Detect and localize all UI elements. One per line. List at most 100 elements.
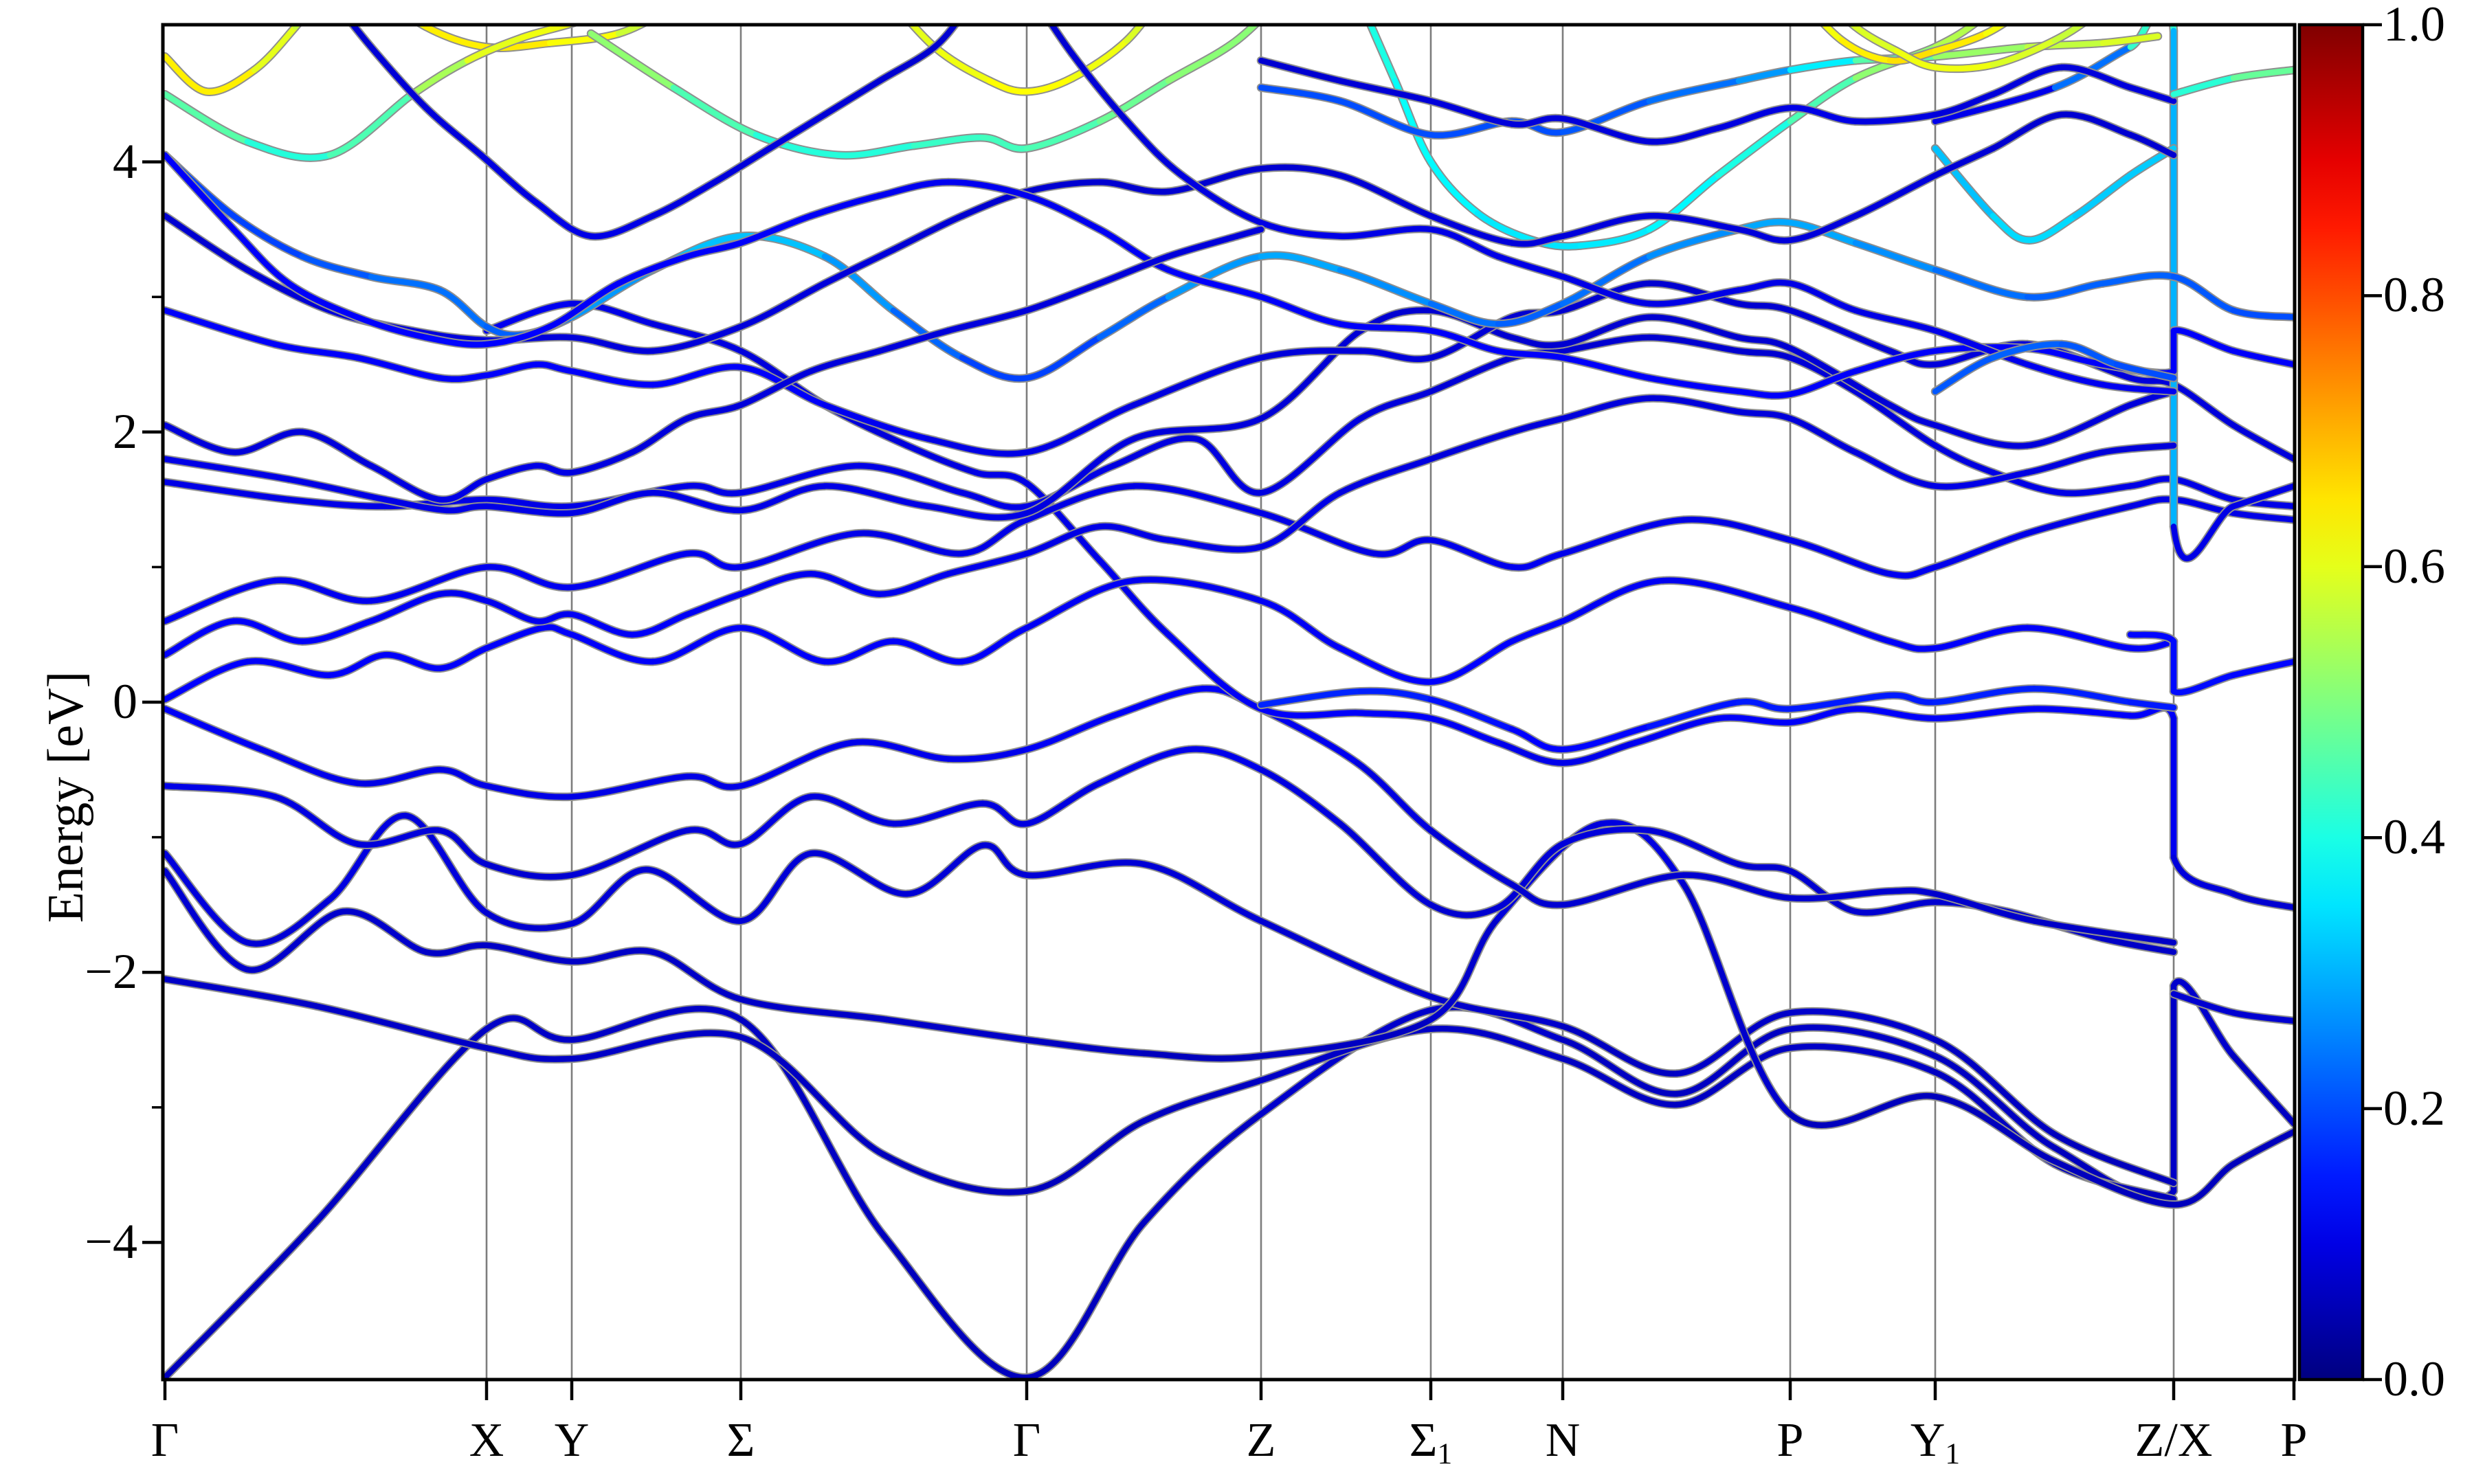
band-segment [821,483,931,510]
band-segment [2024,449,2106,476]
band-line [163,745,2178,956]
band-line [1256,56,2178,146]
band-outline [2027,0,2048,7]
band-segment [880,1233,1030,1380]
band-segment [615,25,647,37]
band-segment [684,591,744,618]
band-segment [1886,692,1939,706]
band-segment [443,503,490,514]
band-segment [2058,64,2134,91]
band-segment [1096,293,1172,341]
band-segment [2170,672,2237,696]
band-segment [1023,179,1103,195]
band-segment [1508,550,1566,571]
band-segment [381,651,443,672]
band-segment [1990,64,2065,98]
band-segment [163,658,251,703]
band-segment [1367,25,1398,84]
band-segment [2170,327,2237,355]
band-segment [924,436,1030,457]
band-segment [1990,37,2058,68]
band-segment [1932,328,2031,368]
band-segment [1023,483,1137,523]
band-line [163,811,2178,1188]
band-segment [737,850,814,924]
band-segment [1932,30,1990,54]
band-segment [2027,0,2048,7]
x-tick-label: Γ [151,1414,179,1467]
band-segment [1258,1016,1434,1059]
band-segment [1735,699,1794,712]
band-segment [1787,212,1859,243]
band-segment [1886,564,1939,579]
band-line [2126,630,2295,697]
band-segment [163,976,320,1009]
band-segment [230,618,306,644]
band-segment [959,355,1030,382]
band-segment [1787,75,1859,124]
colorbar-tick-label: 0.2 [2383,1080,2445,1136]
band-segment [1559,723,1653,753]
band-line [586,25,1261,160]
band-segment [737,530,862,570]
band-line [1366,25,1981,251]
band-segment [163,706,265,753]
band-segment [568,550,691,591]
band-segment [1354,760,1434,834]
band-segment [1427,715,1502,746]
band-segment [1646,280,1742,307]
x-tick-label: Y1 [1910,1414,1961,1470]
band-segment [1096,523,1172,543]
band-segment [753,132,842,159]
band-segment [1023,192,1103,233]
band-segment [1508,618,1566,644]
band-segment [807,192,883,219]
band-segment [737,1016,887,1239]
band-segment [2170,273,2237,314]
band-segment [533,361,575,374]
band-outline [969,0,990,7]
band-segment [2024,361,2106,388]
band-segment [1787,104,1859,124]
band-segment [849,739,952,762]
band-segment [2170,476,2237,503]
band-line [163,974,2178,1204]
band-segment [285,476,388,503]
band-segment [2230,1053,2295,1127]
band-segment [821,638,897,665]
band-segment [2051,44,2134,91]
band-segment [588,30,677,91]
band-segment [1508,233,1566,247]
colorbar-tick-label: 0.8 [2383,267,2445,323]
band-segment [673,0,708,7]
band-segment [271,341,361,361]
band-segment [1130,576,1264,604]
band-segment [1427,355,1515,395]
x-tick-label: Z/X [2135,1414,2213,1467]
band-segment [1852,388,1939,449]
band-segment [1559,577,1667,625]
band-segment [1023,402,1137,456]
band-segment [1559,517,1687,556]
band-segment [568,827,691,878]
band-segment [1234,25,1260,43]
band-segment [539,624,575,638]
band-segment [1990,341,2065,361]
band-segment [1258,767,1344,827]
band-segment [1932,530,2031,570]
band-segment [2127,475,2177,489]
band-segment [807,850,911,897]
colorbar-tick-label: 1.0 [2383,0,2445,52]
band-segment [737,739,856,789]
band-segment [615,253,691,286]
band-segment [1646,172,1721,233]
band-segment [807,348,883,374]
band-segment [649,363,744,388]
band-segment [1130,415,1264,442]
band-segment [368,591,443,625]
band-segment [1838,37,1893,64]
band-segment [163,618,237,658]
band-segment [1787,888,1893,902]
band-segment [163,212,251,273]
